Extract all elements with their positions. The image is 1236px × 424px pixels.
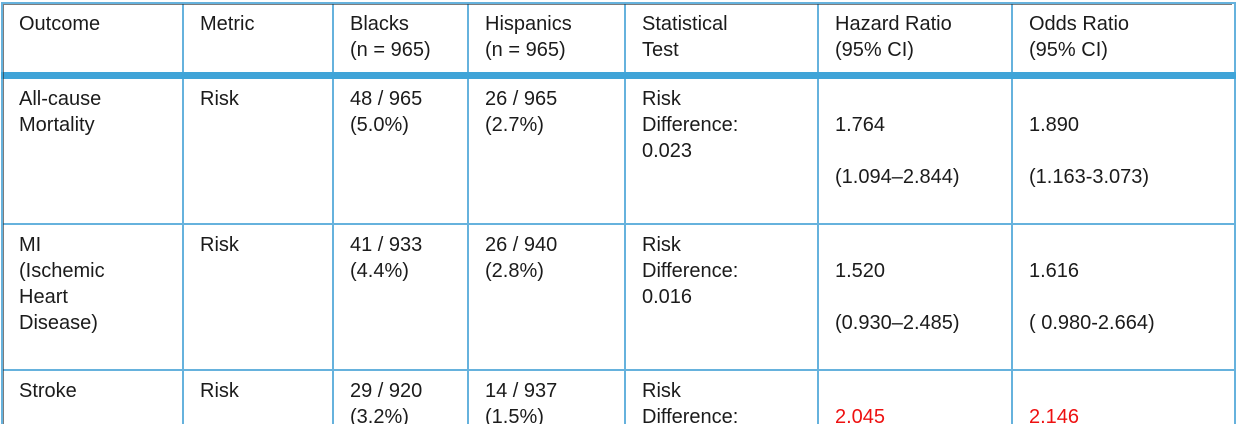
col-header-statistical-test: Statistical Test [624, 2, 819, 79]
cell-hispanics: 26 / 965 (2.7%) [467, 74, 626, 225]
odds-ratio-ci: (1.163-3.073) [1029, 165, 1150, 188]
cell-metric: Risk [182, 222, 334, 371]
cell-blacks: 41 / 933 (4.4%) [332, 222, 469, 371]
cell-hazard-ratio: 1.520 (0.930–2.485) [817, 222, 1013, 371]
hazard-ratio-value-highlighted: 2.045 [835, 405, 886, 424]
table-row-mi-ischemic-heart-disease: MI (Ischemic Heart Disease) Risk 41 / 93… [1, 222, 1236, 371]
cell-odds-ratio: 1.890 (1.163-3.073) [1011, 74, 1236, 225]
odds-ratio-value-highlighted: 2.146 [1029, 405, 1080, 424]
cell-statistical-test: Risk Difference: 0.023 [624, 74, 819, 225]
cell-outcome: MI (Ischemic Heart Disease) [1, 222, 184, 371]
cell-odds-ratio: 1.616 ( 0.980-2.664) [1011, 222, 1236, 371]
col-header-blacks: Blacks (n = 965) [332, 2, 469, 79]
hazard-ratio-ci: (0.930–2.485) [835, 311, 960, 334]
cell-outcome: All-cause Mortality [1, 74, 184, 225]
col-header-hispanics: Hispanics (n = 965) [467, 2, 626, 79]
hazard-ratio-value: 1.520 [835, 259, 886, 282]
cell-statistical-test: Risk Difference: 0.016 [624, 222, 819, 371]
cell-odds-ratio: 2.146 ( 1.126-4.088) [1011, 368, 1236, 424]
cell-blacks: 29 / 920 (3.2%) [332, 368, 469, 424]
cell-hazard-ratio: 2.045 (1.080–3.870) [817, 368, 1013, 424]
cell-metric: Risk [182, 74, 334, 225]
cell-hispanics: 26 / 940 (2.8%) [467, 222, 626, 371]
odds-ratio-value: 1.616 [1029, 259, 1080, 282]
col-header-hazard-ratio: Hazard Ratio (95% CI) [817, 2, 1013, 79]
header-row: Outcome Metric Blacks (n = 965) Hispanic… [1, 2, 1236, 79]
col-header-odds-ratio: Odds Ratio (95% CI) [1011, 2, 1236, 79]
odds-ratio-value: 1.890 [1029, 113, 1080, 136]
table-row-stroke: Stroke Risk 29 / 920 (3.2%) 14 / 937 (1.… [1, 368, 1236, 424]
cell-blacks: 48 / 965 (5.0%) [332, 74, 469, 225]
odds-ratio-ci: ( 0.980-2.664) [1029, 311, 1155, 334]
cell-hispanics: 14 / 937 (1.5%) [467, 368, 626, 424]
cell-hazard-ratio: 1.764 (1.094–2.844) [817, 74, 1013, 225]
table-row-all-cause-mortality: All-cause Mortality Risk 48 / 965 (5.0%)… [1, 74, 1236, 225]
cell-metric: Risk [182, 368, 334, 424]
cell-outcome: Stroke [1, 368, 184, 424]
hazard-ratio-value: 1.764 [835, 113, 886, 136]
col-header-outcome: Outcome [1, 2, 184, 79]
hazard-ratio-ci: (1.094–2.844) [835, 165, 960, 188]
col-header-metric: Metric [182, 2, 334, 79]
cell-statistical-test: Risk Difference: 0.017 [624, 368, 819, 424]
